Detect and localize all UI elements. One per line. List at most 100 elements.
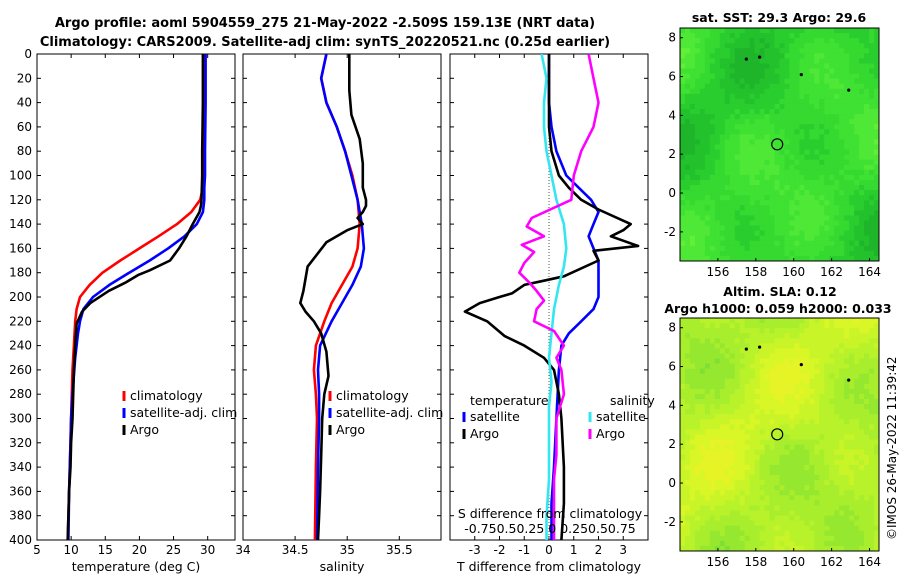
sst_map-cell <box>824 164 830 171</box>
sst_map-cell <box>814 235 820 242</box>
sst_map-cell <box>684 43 691 49</box>
sst_map-cell <box>739 195 746 201</box>
sst_map-cell <box>719 245 726 252</box>
sla_map-cell <box>824 393 830 400</box>
sla_map-cell <box>854 515 860 522</box>
difference-xtick-label: 2 <box>595 543 603 557</box>
sst_map-cell <box>759 250 766 257</box>
sla_map-cell <box>749 388 756 395</box>
sst_map-cell <box>704 240 711 247</box>
sla_map-cell <box>749 348 756 355</box>
sla_map-cell <box>799 328 805 334</box>
sst_map-cell <box>724 134 731 141</box>
sst_map-cell <box>804 210 810 217</box>
sla_map-cell <box>764 373 771 380</box>
sla_map-cell <box>734 510 741 517</box>
sst_map-cell <box>699 210 706 217</box>
sst_map-cell <box>794 220 800 227</box>
sst_map-cell <box>759 235 766 242</box>
sst_map-cell <box>814 159 820 166</box>
sla_map-cell <box>729 368 736 375</box>
sst_map-cell <box>809 98 815 105</box>
sst_map-cell <box>849 109 855 115</box>
sla_map-cell <box>839 363 845 370</box>
sst_map-cell <box>849 164 855 171</box>
sla_map-cell <box>739 535 746 542</box>
sst_map-cell <box>759 134 766 141</box>
sla_map-cell <box>749 449 756 456</box>
sla_map-cell <box>779 368 786 375</box>
sst_map-cell <box>709 109 716 115</box>
sst_map-cell <box>744 98 751 105</box>
sla_map-cell <box>744 444 751 451</box>
sla_map-cell <box>774 540 781 547</box>
sst_map-cell <box>689 129 696 135</box>
sla_map-cell <box>864 434 870 441</box>
sst_map-cell <box>729 139 736 146</box>
sst_map-cell <box>694 129 701 135</box>
sst_map-cell <box>764 200 771 206</box>
sla_map-cell <box>774 475 781 481</box>
sst_map-cell <box>680 88 686 95</box>
sla_map-cell <box>680 495 686 501</box>
sst_map-cell <box>859 73 865 80</box>
sla_map-cell <box>729 520 736 527</box>
sla_map-cell <box>684 535 691 542</box>
sla_map-cell <box>774 383 781 390</box>
sla_map-cell <box>839 388 845 395</box>
sla_map-cell <box>814 424 820 431</box>
sla_map-cell <box>754 530 761 537</box>
sst_map-cell <box>704 38 711 44</box>
sst_map-cell <box>864 205 870 211</box>
salinity-satellite-adj-clim-line <box>315 54 366 540</box>
sst_map-cell <box>769 53 776 59</box>
sst_map-cell <box>714 159 721 166</box>
sst_map-cell <box>724 255 731 261</box>
sla_map-cell <box>739 414 746 420</box>
sst_map-cell <box>789 190 796 196</box>
sla_map-cell <box>759 368 766 375</box>
sst_map-frame <box>679 27 880 262</box>
sla_map-cell <box>794 485 800 491</box>
sla_map-cell <box>844 343 850 349</box>
sst_map-cell <box>854 48 860 54</box>
sst_map-cell <box>739 63 746 70</box>
sla_map-cell <box>804 495 810 501</box>
sst_map-cell <box>849 144 855 151</box>
sst_map-cell <box>799 139 805 146</box>
sla_map-cell <box>844 495 850 501</box>
sst_map-cell <box>869 83 875 90</box>
sst_map-cell <box>844 53 850 59</box>
sst_map-cell <box>739 174 746 181</box>
sla_map-cell <box>854 500 860 507</box>
sla_map-cell <box>814 353 820 360</box>
figure-title-line2: Climatology: CARS2009. Satellite-adj cli… <box>40 35 610 50</box>
sst_map-cell <box>689 68 696 75</box>
sst_map-cell <box>759 179 766 186</box>
sst_map-cell <box>834 169 840 176</box>
sla_map-cell <box>774 520 781 527</box>
sla_map-cell <box>809 399 815 405</box>
sst_map-cell <box>804 190 810 196</box>
sla_map-cell <box>869 525 875 532</box>
sst_map-cell <box>769 235 776 242</box>
sst_map-cell <box>749 63 756 70</box>
sla_map-cell <box>724 500 731 507</box>
sst_map-cell <box>734 68 741 75</box>
sla_map-cell <box>764 328 771 334</box>
sla_map-cell <box>749 368 756 375</box>
sst_map-cell <box>849 88 855 95</box>
diff-legend-label: Argo <box>596 426 625 441</box>
sla_map-cell <box>789 530 796 537</box>
sla_map-cell <box>789 535 796 542</box>
sla_map-cell <box>754 419 761 425</box>
sst_map-cell <box>834 159 840 166</box>
depth-tick-label: 300 <box>9 412 32 426</box>
sst_map-cell <box>714 124 721 130</box>
sst_map-cell <box>824 28 830 34</box>
sst_map-cell <box>744 78 751 85</box>
sst_map-cell <box>704 93 711 100</box>
sla_map-cell <box>714 444 721 451</box>
sst_map-cell <box>794 190 800 196</box>
